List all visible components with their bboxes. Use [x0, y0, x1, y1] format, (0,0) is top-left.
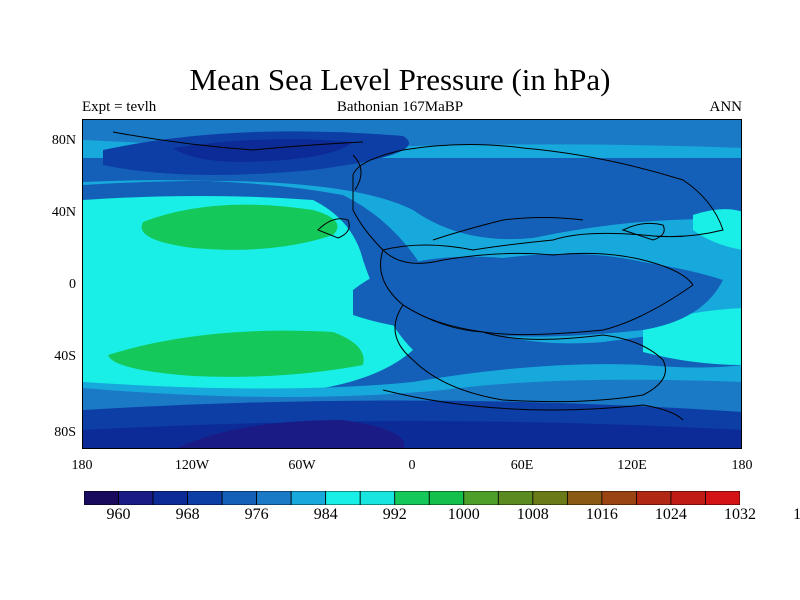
colorbar-swatch: [152, 491, 188, 505]
colorbar-label-960: 960: [106, 506, 131, 523]
colorbar-swatch: [221, 491, 258, 505]
high-north-pacific: [141, 204, 338, 250]
colorbar-swatch: [118, 491, 154, 505]
colorbar-swatch: [84, 491, 119, 505]
season-label: ANN: [709, 99, 743, 115]
pressure-map: [82, 119, 742, 449]
x-tick-0: 0: [408, 458, 416, 473]
low-southern-ocean: [83, 400, 741, 430]
colorbar-label-976: 976: [244, 506, 269, 523]
colorbar-swatch: [532, 491, 568, 505]
y-tick-80s: 80S: [54, 425, 76, 440]
colorbar-swatch: [636, 491, 672, 505]
colorbar-swatch: [187, 491, 223, 505]
colorbar: [84, 491, 740, 505]
high-south-pacific: [108, 330, 364, 377]
x-tick-120e: 120E: [617, 458, 647, 473]
coastlines: [112, 131, 724, 421]
colorbar-swatch: [670, 491, 706, 505]
colorbar-swatch: [601, 491, 637, 505]
map-title: Mean Sea Level Pressure (in hPa): [189, 62, 611, 97]
y-tick-0: 0: [69, 277, 76, 292]
colorbar-label-992: 992: [382, 506, 407, 523]
colorbar-label-984: 984: [313, 506, 338, 523]
colorbar-label-1032: 1032: [724, 506, 756, 523]
colorbar-label-1000: 1000: [447, 506, 480, 523]
y-tick-80n: 80N: [51, 133, 76, 148]
experiment-label: Expt = tevlh: [82, 99, 157, 115]
colorbar-swatch: [497, 491, 534, 505]
colorbar-label-1008: 1008: [516, 506, 549, 523]
x-tick-120w: 120W: [174, 458, 210, 473]
x-tick-60w: 60W: [288, 458, 316, 473]
colorbar-swatch: [290, 491, 327, 505]
colorbar-swatch: [359, 491, 396, 505]
colorbar-label-1040: 1040: [793, 506, 800, 523]
x-tick-180w: 180: [71, 458, 93, 473]
low-tropical: [353, 253, 723, 337]
colorbar-label-968: 968: [175, 506, 200, 523]
colorbar-label-1024: 1024: [654, 506, 687, 523]
pressure-field: [83, 120, 741, 448]
y-tick-40n: 40N: [51, 205, 76, 220]
colorbar-swatch: [394, 491, 430, 505]
colorbar-swatch: [463, 491, 499, 505]
colorbar-swatch: [705, 491, 740, 505]
x-tick-60e: 60E: [510, 458, 534, 473]
colorbar-swatch: [325, 491, 361, 505]
x-tick-180e: 180: [731, 458, 753, 473]
period-label: Bathonian 167MaBP: [336, 99, 464, 115]
low-aleutian-core: [173, 139, 353, 162]
colorbar-swatch: [566, 491, 603, 505]
colorbar-swatch: [428, 491, 465, 505]
colorbar-label-1016: 1016: [585, 506, 618, 523]
low-antarctic-core: [177, 420, 405, 448]
colorbar-swatch: [256, 491, 292, 505]
band-1000-ne: [693, 209, 741, 250]
y-tick-40s: 40S: [54, 349, 76, 364]
